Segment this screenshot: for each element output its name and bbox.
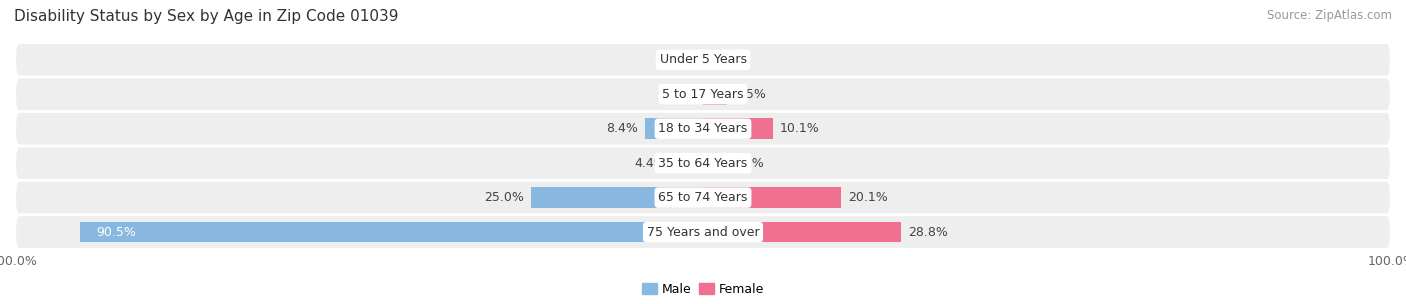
Text: 20.1%: 20.1%	[848, 191, 889, 204]
Text: 8.4%: 8.4%	[606, 122, 638, 135]
Text: 25.0%: 25.0%	[484, 191, 524, 204]
Text: 10.1%: 10.1%	[779, 122, 820, 135]
Bar	[703, 118, 772, 139]
FancyBboxPatch shape	[15, 147, 1391, 179]
Text: 65 to 74 Years: 65 to 74 Years	[658, 191, 748, 204]
Bar	[80, 222, 703, 242]
Text: 0.0%: 0.0%	[717, 53, 749, 66]
Bar	[703, 187, 841, 208]
Text: 75 Years and over: 75 Years and over	[647, 226, 759, 239]
Text: 3.2%: 3.2%	[733, 157, 763, 170]
Legend: Male, Female: Male, Female	[637, 278, 769, 301]
Bar	[672, 153, 703, 174]
Text: 0.0%: 0.0%	[657, 88, 689, 101]
Bar	[703, 153, 725, 174]
Bar	[703, 222, 901, 242]
FancyBboxPatch shape	[15, 113, 1391, 144]
FancyBboxPatch shape	[15, 216, 1391, 248]
FancyBboxPatch shape	[15, 78, 1391, 110]
Text: Source: ZipAtlas.com: Source: ZipAtlas.com	[1267, 9, 1392, 22]
Bar	[645, 118, 703, 139]
Text: 3.5%: 3.5%	[734, 88, 766, 101]
Text: 4.4%: 4.4%	[634, 157, 666, 170]
Text: 5 to 17 Years: 5 to 17 Years	[662, 88, 744, 101]
FancyBboxPatch shape	[15, 44, 1391, 76]
Bar	[531, 187, 703, 208]
Text: 0.0%: 0.0%	[657, 53, 689, 66]
Bar	[703, 84, 727, 105]
Text: 90.5%: 90.5%	[97, 226, 136, 239]
Text: Disability Status by Sex by Age in Zip Code 01039: Disability Status by Sex by Age in Zip C…	[14, 9, 398, 24]
Text: 35 to 64 Years: 35 to 64 Years	[658, 157, 748, 170]
Text: 28.8%: 28.8%	[908, 226, 948, 239]
FancyBboxPatch shape	[15, 182, 1391, 213]
Text: 18 to 34 Years: 18 to 34 Years	[658, 122, 748, 135]
Text: Under 5 Years: Under 5 Years	[659, 53, 747, 66]
